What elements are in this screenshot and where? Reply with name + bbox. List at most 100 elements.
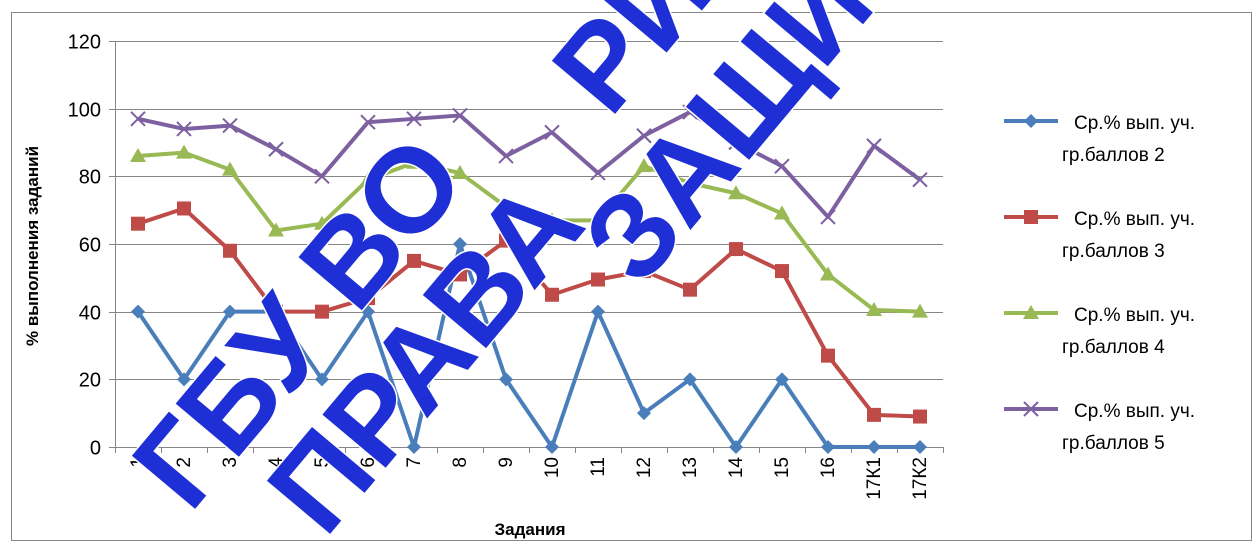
data-point — [775, 264, 789, 279]
data-point — [360, 171, 376, 186]
legend-label: Ср.% вып. уч. — [1074, 305, 1195, 326]
data-point — [637, 406, 651, 421]
series-group — [130, 104, 928, 454]
data-point — [637, 264, 651, 279]
legend-item: Ср.% вып. уч. гр.баллов 4 — [1004, 305, 1195, 358]
legend-item: Ср.% вып. уч. гр.баллов 3 — [1004, 209, 1195, 262]
legend-label: гр.баллов 3 — [1062, 241, 1165, 262]
data-point — [728, 134, 744, 151]
data-point — [499, 233, 513, 248]
data-point — [590, 212, 606, 227]
data-point — [1024, 210, 1038, 224]
series-line — [136, 242, 920, 449]
x-tick-label: 16 — [818, 457, 839, 478]
x-axis-title: Задания — [495, 520, 566, 539]
legend-label: гр.баллов 4 — [1062, 337, 1165, 358]
y-tick-label: 100 — [68, 100, 101, 122]
x-tick-label: 14 — [726, 457, 747, 479]
data-point — [774, 205, 790, 220]
y-tick-label: 40 — [79, 303, 101, 325]
x-tick-label: 2 — [174, 457, 195, 468]
data-point — [314, 168, 330, 185]
data-point — [683, 282, 697, 297]
data-point — [177, 372, 191, 387]
data-point — [361, 291, 375, 306]
series-4 — [130, 104, 928, 225]
data-point — [1023, 401, 1039, 417]
data-point — [360, 114, 376, 130]
data-point — [1024, 114, 1038, 128]
series-2 — [131, 201, 927, 424]
data-point — [913, 440, 927, 454]
series-1 — [131, 237, 927, 454]
data-point — [591, 304, 605, 319]
data-point — [682, 175, 698, 190]
data-point — [223, 304, 237, 319]
legend-label: гр.баллов 2 — [1062, 145, 1165, 166]
data-point — [545, 440, 559, 454]
data-point — [498, 198, 514, 213]
legend-item: Ср.% вып. уч. гр.баллов 5 — [1004, 401, 1195, 454]
legend-label: Ср.% вып. уч. — [1074, 209, 1195, 230]
x-tick-label: 5 — [312, 457, 333, 468]
data-point — [774, 158, 790, 174]
y-tick-label: 120 — [68, 32, 101, 54]
x-tick-label: 11 — [588, 457, 609, 477]
data-point — [729, 242, 743, 257]
y-tick-label: 0 — [90, 438, 101, 460]
data-point — [913, 409, 927, 424]
data-point — [223, 243, 237, 258]
data-point — [222, 161, 238, 176]
data-point — [130, 111, 146, 127]
x-tick-label: 4 — [266, 457, 287, 468]
data-point — [453, 267, 467, 282]
legend-item: Ср.% вып. уч. гр.баллов 2 — [1004, 113, 1195, 166]
series-3 — [130, 144, 928, 318]
data-point — [590, 165, 606, 181]
legend-label: Ср.% вып. уч. — [1074, 401, 1195, 422]
data-point — [177, 201, 191, 216]
x-tick-label: 6 — [358, 457, 379, 468]
y-tick-label: 80 — [79, 167, 101, 189]
x-tick-label: 12 — [634, 457, 655, 478]
data-point — [176, 121, 192, 137]
data-point — [315, 304, 329, 319]
data-point — [682, 104, 698, 120]
data-point — [544, 212, 560, 227]
data-point — [222, 117, 238, 134]
x-tick-label: 3 — [220, 457, 241, 468]
data-point — [498, 148, 514, 164]
data-point — [820, 209, 836, 225]
x-tick-label: 8 — [450, 457, 471, 468]
data-point — [130, 148, 146, 163]
data-point — [591, 272, 605, 287]
x-tick-label: 7 — [404, 457, 425, 468]
data-point — [131, 216, 145, 231]
data-point — [361, 304, 375, 319]
data-point — [728, 185, 744, 200]
x-tick-label: 15 — [772, 457, 793, 478]
data-point — [499, 372, 513, 387]
data-point — [406, 111, 422, 127]
data-point — [867, 440, 881, 454]
data-point — [545, 287, 559, 302]
data-point — [866, 138, 882, 154]
data-point — [407, 253, 421, 268]
data-point — [1023, 305, 1039, 319]
data-point — [315, 372, 329, 387]
y-tick-label: 60 — [79, 235, 101, 257]
data-point — [269, 304, 283, 319]
data-point — [867, 407, 881, 422]
legend-label: Ср.% вып. уч. — [1074, 113, 1195, 134]
data-point — [821, 440, 835, 454]
data-point — [821, 348, 835, 363]
x-tick-label: 9 — [496, 457, 517, 468]
data-point — [636, 128, 652, 144]
x-tick-label: 1 — [128, 457, 149, 468]
legend-label: гр.баллов 5 — [1062, 433, 1165, 454]
data-point — [683, 372, 697, 387]
data-point — [407, 440, 421, 454]
data-point — [452, 164, 468, 179]
